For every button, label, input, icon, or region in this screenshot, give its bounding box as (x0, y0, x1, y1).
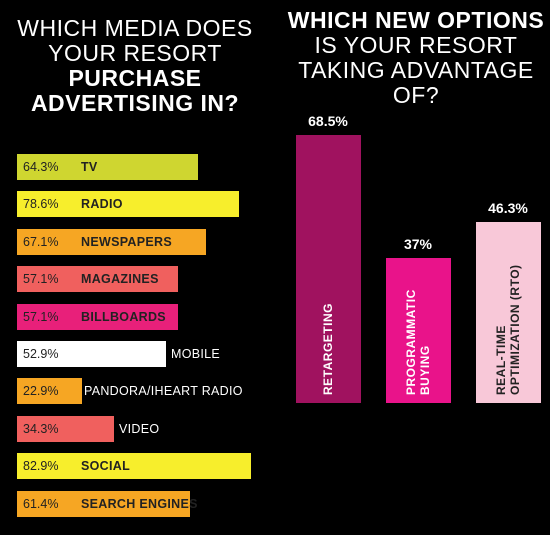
hbar-value-label: 52.9% (23, 347, 59, 361)
vbar-category-label: REAL-TIME OPTIMIZATION (RTO) (494, 264, 522, 395)
hbar (17, 378, 82, 404)
left-title-line-2: YOUR RESORT (48, 40, 222, 66)
vbar-category-label: RETARGETING (321, 303, 335, 395)
hbar-value-label: 64.3% (23, 160, 59, 174)
hbar-value-label: 67.1% (23, 235, 59, 249)
vbar-value-label: 46.3% (488, 200, 528, 216)
hbar-category-label: TV (81, 160, 98, 174)
hbar-value-label: 61.4% (23, 497, 59, 511)
hbar-category-label: SEARCH ENGINES (81, 497, 198, 511)
hbar-value-label: 22.9% (23, 384, 59, 398)
hbar (17, 491, 190, 517)
left-title-line-4: ADVERTISING IN? (30, 90, 240, 116)
hbar-category-label: NEWSPAPERS (81, 235, 172, 249)
left-title-line-1: WHICH MEDIA DOES (17, 15, 253, 41)
hbar (17, 341, 166, 367)
hbar (17, 229, 206, 255)
hbar (17, 304, 178, 330)
hbar-value-label: 57.1% (23, 310, 59, 324)
vbar (296, 135, 361, 403)
hbar (17, 453, 251, 479)
vbar-value-label: 68.5% (308, 113, 348, 129)
hbar (17, 416, 114, 442)
right-title-line-1: WHICH NEW OPTIONS (287, 7, 545, 33)
right-title-line-2: IS YOUR RESORT (314, 32, 518, 58)
vbar-category-label: PROGRAMMATIC BUYING (404, 289, 432, 395)
hbar (17, 154, 198, 180)
hbar-category-label: PANDORA/IHEART RADIO (84, 384, 243, 398)
vbar (386, 258, 451, 403)
hbar-category-label: BILLBOARDS (81, 310, 166, 324)
hbar (17, 191, 239, 217)
left-title-line-3: PURCHASE (68, 65, 202, 91)
left-chart-title: WHICH MEDIA DOES YOUR RESORT PURCHASE AD… (10, 16, 260, 116)
right-chart-title: WHICH NEW OPTIONS IS YOUR RESORT TAKING … (285, 8, 547, 108)
vbar-value-label: 37% (403, 236, 433, 252)
hbar (17, 266, 178, 292)
vbar (476, 222, 541, 403)
hbar-value-label: 82.9% (23, 459, 59, 473)
right-title-line-3: TAKING ADVANTAGE (298, 57, 534, 83)
hbar-category-label: MOBILE (171, 347, 221, 361)
hbar-value-label: 34.3% (23, 422, 59, 436)
hbar-value-label: 57.1% (23, 272, 59, 286)
hbar-category-label: MAGAZINES (81, 272, 159, 286)
hbar-value-label: 78.6% (23, 197, 59, 211)
hbar-category-label: RADIO (81, 197, 123, 211)
hbar-category-label: SOCIAL (81, 459, 131, 473)
hbar-category-label: VIDEO (119, 422, 160, 436)
right-title-line-4: OF? (392, 82, 440, 108)
